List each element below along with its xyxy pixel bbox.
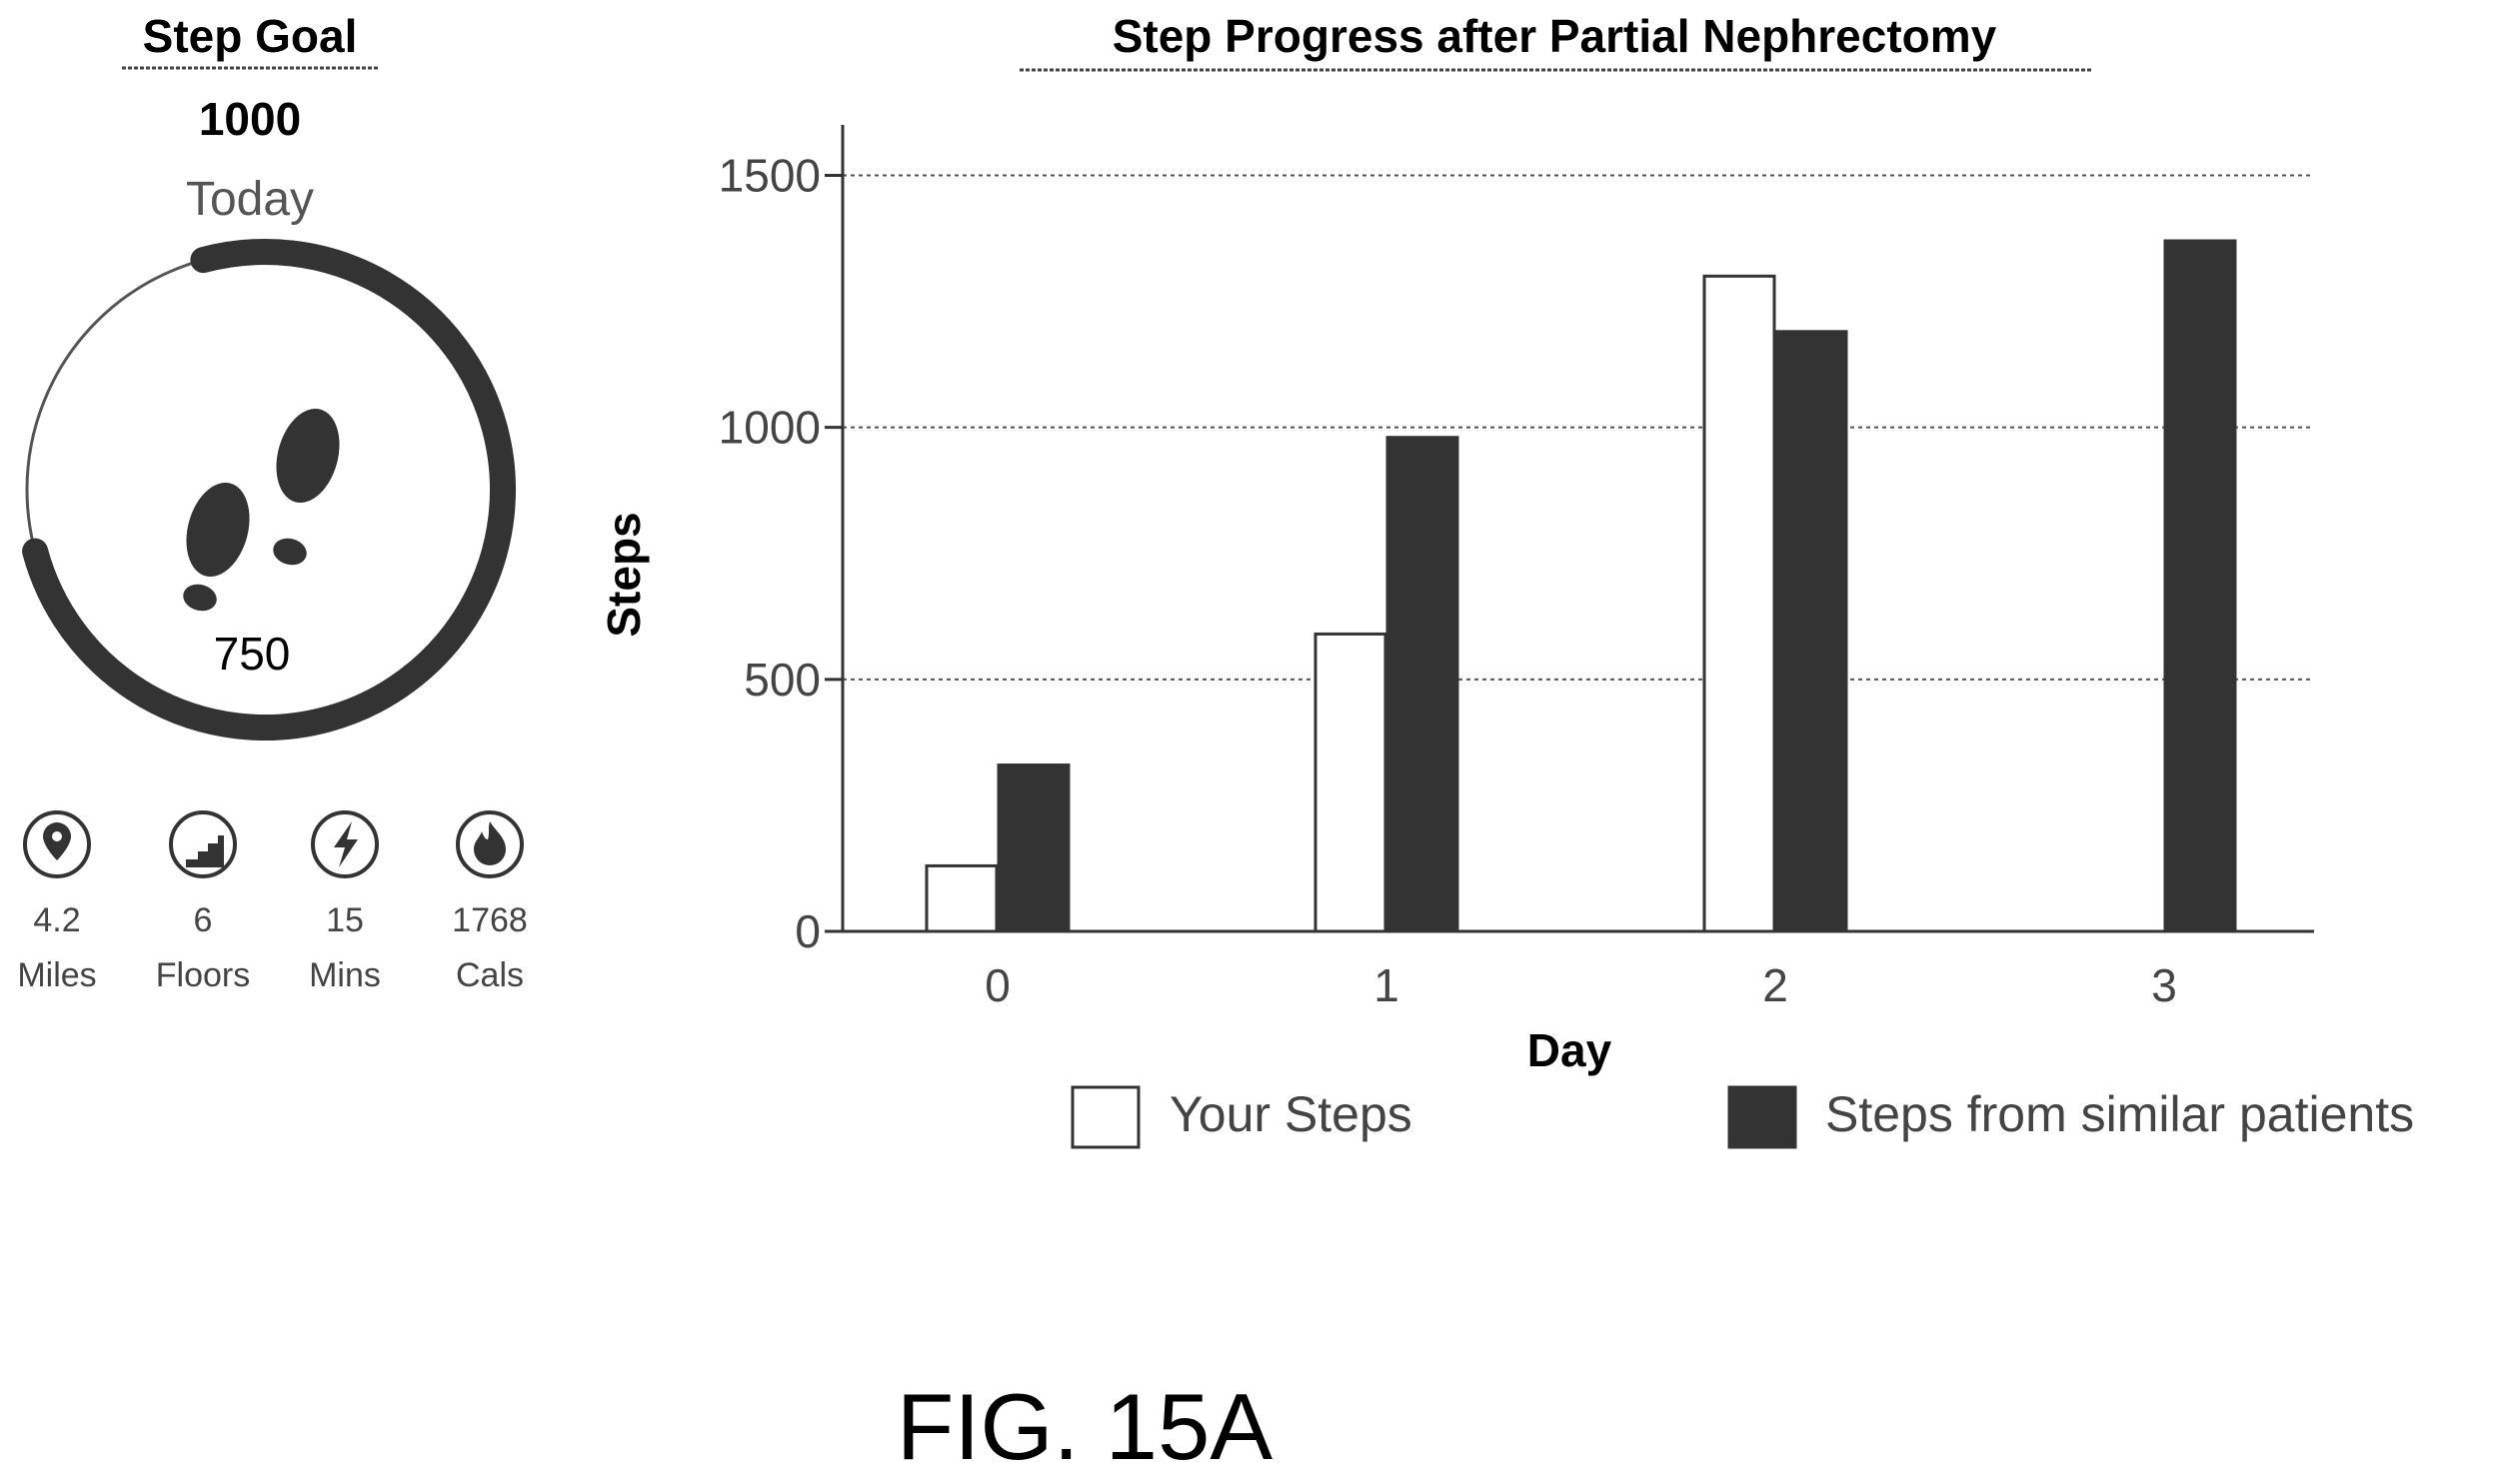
location-pin-icon — [43, 822, 71, 860]
stat-miles-circle — [23, 810, 91, 878]
footprints-icon — [183, 408, 340, 612]
x-axis-ticks: 0 1 2 3 — [985, 959, 2177, 1011]
x-axis-label: Day — [1527, 1024, 1612, 1076]
stairs-icon — [186, 835, 224, 867]
stat-minutes-circle — [311, 810, 379, 878]
step-goal-period: Today — [186, 173, 314, 226]
y-tick-label: 1500 — [719, 149, 821, 201]
stat-minutes-unit: Mins — [309, 956, 381, 994]
stat-minutes-value: 15 — [326, 901, 364, 939]
bar-your-steps — [925, 863, 999, 933]
bar-similar-patients — [997, 763, 1071, 933]
legend-label-your-steps: Your Steps — [1170, 1086, 1412, 1142]
legend: Your Steps Steps from similar patients — [1071, 1085, 2414, 1149]
stat-miles-value: 4.2 — [33, 901, 80, 939]
stat-miles-unit: Miles — [17, 956, 96, 994]
grid-lines — [843, 174, 2314, 681]
step-goal-value: 1000 — [199, 93, 301, 145]
stat-calories: 1768 Cals — [452, 810, 528, 994]
bar-your-steps — [1313, 632, 1387, 933]
chart-title: Step Progress after Partial Nephrectomy — [1113, 10, 1997, 62]
step-goal-widget: Step Goal 1000 Today 750 4.2 Miles — [17, 10, 527, 994]
progress-ring-fill — [22, 239, 516, 741]
y-tick-label: 1000 — [719, 402, 821, 454]
legend-swatch-your-steps — [1071, 1085, 1141, 1149]
y-axis-label: Steps — [598, 512, 650, 637]
figure-label: FIG. 15A — [897, 1374, 1272, 1479]
y-axis-ticks: 0 500 1000 1500 — [719, 149, 843, 957]
stat-calories-unit: Cals — [456, 956, 524, 994]
x-tick-label: 0 — [985, 959, 1011, 1011]
lightning-bolt-icon — [334, 821, 358, 867]
stat-calories-value: 1768 — [452, 901, 528, 939]
flame-icon — [474, 821, 506, 865]
stat-calories-circle — [456, 810, 524, 878]
bars — [925, 239, 2237, 933]
stat-floors-value: 6 — [194, 901, 213, 939]
stat-miles: 4.2 Miles — [17, 810, 97, 994]
bar-similar-patients — [2163, 239, 2237, 933]
stat-floors: 6 Floors — [156, 810, 250, 994]
stat-floors-unit: Floors — [156, 956, 250, 994]
y-tick-label: 0 — [795, 905, 821, 957]
bar-chart: Step Progress after Partial Nephrectomy … — [598, 10, 2414, 1149]
x-tick-label: 2 — [1762, 959, 1788, 1011]
bar-similar-patients — [1774, 330, 1848, 933]
x-tick-label: 1 — [1373, 959, 1399, 1011]
stat-floors-circle — [169, 810, 237, 878]
stat-minutes: 15 Mins — [309, 810, 381, 994]
y-tick-label: 500 — [744, 654, 821, 706]
step-goal-title: Step Goal — [143, 10, 358, 62]
bar-your-steps — [1702, 274, 1776, 933]
x-tick-label: 3 — [2151, 959, 2177, 1011]
current-steps: 750 — [214, 628, 291, 680]
bar-similar-patients — [1385, 436, 1459, 933]
legend-label-similar-patients: Steps from similar patients — [1825, 1086, 2414, 1142]
legend-swatch-similar-patients — [1727, 1085, 1797, 1149]
